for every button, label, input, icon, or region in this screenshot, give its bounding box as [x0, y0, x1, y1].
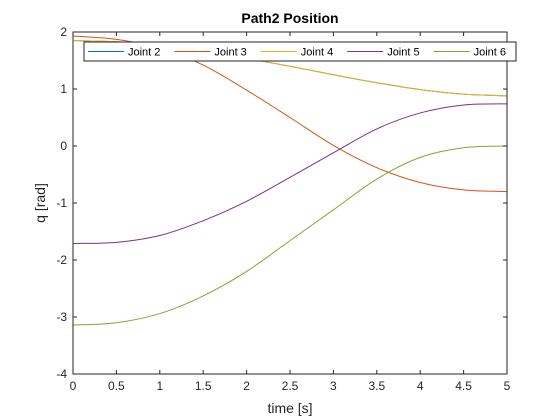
- legend-box: [83, 41, 517, 62]
- y-tick-label: 2: [60, 25, 67, 39]
- x-tick-label: 0: [70, 379, 77, 393]
- x-tick-label: 3: [330, 379, 337, 393]
- plot-area: [73, 32, 507, 374]
- legend-label: Joint 2: [128, 47, 160, 59]
- x-tick-label: 2.5: [282, 379, 299, 393]
- y-axis-label: q [rad]: [32, 183, 48, 223]
- legend-label: Joint 6: [474, 47, 506, 59]
- y-tick-label: -2: [56, 253, 67, 267]
- legend-label: Joint 5: [387, 47, 419, 59]
- x-tick-label: 4.5: [455, 379, 472, 393]
- y-tick-label: 0: [60, 139, 67, 153]
- y-tick-label: -1: [56, 196, 67, 210]
- chart-title: Path2 Position: [241, 10, 338, 26]
- legend-label: Joint 4: [301, 47, 333, 59]
- axis-layer: 0 0.5 1 1.5 2 2.5 3 3.5 4 4.5 5 -4 -3 -2 -1 0 1 2: [56, 25, 510, 393]
- x-tick-label: 0.5: [108, 379, 125, 393]
- x-axis-label: time [s]: [267, 400, 312, 416]
- series-line-joint-6: [72, 145, 508, 326]
- x-tick-label: 1.5: [195, 379, 212, 393]
- x-tick-label: 1: [156, 379, 163, 393]
- series-line-joint-5: [72, 103, 508, 244]
- x-tick-label: 2: [243, 379, 250, 393]
- y-tick-label: -3: [56, 310, 67, 324]
- x-tick-label: 4: [417, 379, 424, 393]
- y-tick-label: 1: [60, 82, 67, 96]
- legend-label: Joint 3: [214, 47, 246, 59]
- legend: Joint 2 Joint 3 Joint 4 Joint 5 Joint 6: [83, 41, 517, 62]
- x-tick-label: 5: [504, 379, 511, 393]
- y-tick-label: -4: [56, 367, 67, 381]
- x-tick-label: 3.5: [368, 379, 385, 393]
